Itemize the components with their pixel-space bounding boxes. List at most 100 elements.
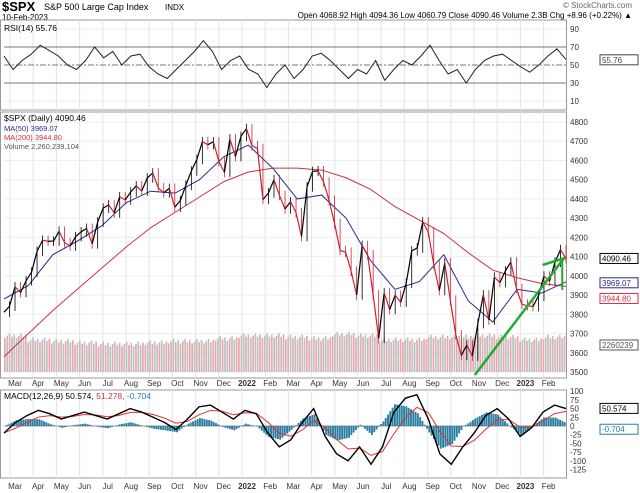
- volume-bar: [165, 341, 168, 372]
- ma200-legend: MA(200) 3944.80: [4, 133, 62, 142]
- macd-histogram-bar: [345, 426, 348, 439]
- price-segment: [91, 221, 99, 245]
- macd-histogram-bar: [458, 426, 461, 434]
- macd-histogram-bar: [350, 426, 353, 436]
- volume-bar: [221, 339, 224, 372]
- volume-bar: [315, 339, 318, 372]
- macd-histogram-bar: [260, 426, 263, 431]
- volume-bar: [479, 336, 482, 372]
- x-tick-label: Aug: [402, 379, 416, 388]
- volume-bar: [502, 338, 505, 372]
- volume-bar: [95, 341, 98, 372]
- brand-logo[interactable]: © StockCharts.com: [562, 1, 632, 10]
- volume-bar: [11, 336, 13, 372]
- macd-x-tick-label: Apr: [310, 482, 323, 491]
- volume-bar: [359, 333, 362, 372]
- macd-histogram-bar: [231, 426, 233, 430]
- macd-histogram-bar: [267, 426, 270, 437]
- price-segment: [64, 242, 71, 247]
- volume-bar: [270, 334, 273, 372]
- trendline: [473, 257, 566, 376]
- macd-histogram-bar: [295, 425, 298, 426]
- volume-bar: [259, 334, 261, 372]
- macd-histogram-bar: [357, 426, 360, 428]
- volume-bar: [107, 342, 109, 372]
- macd-histogram-bar: [242, 424, 245, 426]
- macd-histogram-bar: [61, 426, 64, 428]
- volume-bar: [207, 338, 210, 372]
- macd-histogram-bar: [522, 426, 525, 434]
- macd-x-tick-label: Apr: [32, 482, 45, 491]
- macd-histogram-bar: [150, 426, 153, 429]
- price-legend: $SPX (Daily) 4090.46: [4, 113, 86, 123]
- macd-histogram-bar: [338, 426, 341, 440]
- macd-histogram-bar: [478, 416, 481, 426]
- macd-histogram-bar: [304, 417, 307, 426]
- price-panel-frame: [0, 111, 567, 379]
- price-segment: [36, 239, 44, 252]
- price-segment: [455, 334, 462, 356]
- macd-x-tick-label: Oct: [450, 482, 463, 491]
- volume-bar: [512, 334, 514, 372]
- macd-x-tick-label: Mar: [287, 482, 301, 491]
- macd-histogram-bar: [375, 426, 378, 430]
- volume-bar: [348, 331, 350, 372]
- macd-histogram-bar: [49, 424, 52, 426]
- macd-histogram-bar: [224, 426, 227, 428]
- volume-bar: [530, 342, 533, 372]
- volume-bar: [376, 334, 379, 372]
- price-tick-label: 4300: [570, 214, 588, 223]
- macd-histogram-bar: [490, 413, 493, 426]
- price-segment: [174, 200, 181, 208]
- macd-x-tick-label: Jun: [78, 482, 91, 491]
- macd-histogram-bar: [42, 421, 45, 426]
- volume-bar: [289, 334, 292, 372]
- macd-histogram-bar: [65, 426, 68, 427]
- price-segment: [284, 201, 291, 210]
- price-segment: [449, 300, 457, 335]
- volume-bar: [74, 344, 76, 372]
- x-tick-label: May: [54, 379, 69, 388]
- volume-bar: [219, 336, 222, 372]
- volume-bar: [378, 342, 381, 372]
- macd-histogram-bar: [332, 426, 334, 439]
- macd-histogram-bar: [465, 424, 467, 426]
- price-segment: [460, 344, 468, 356]
- macd-histogram-bar: [545, 417, 548, 426]
- volume-bar: [203, 343, 205, 372]
- macd-histogram-bar: [196, 419, 199, 426]
- volume-bar: [273, 337, 275, 372]
- price-segment: [411, 247, 418, 252]
- volume-bar: [366, 337, 369, 372]
- close-value-tag: [599, 252, 639, 264]
- volume-bar: [118, 342, 121, 372]
- macd-histogram-bar: [359, 424, 362, 426]
- volume-bar: [294, 335, 297, 372]
- volume-bar: [100, 344, 102, 372]
- price-segment: [179, 185, 187, 201]
- volume-bar: [331, 336, 334, 372]
- rsi-tick-label: 70: [570, 43, 579, 52]
- x-tick-label: Apr: [310, 379, 323, 388]
- macd-histogram-bar: [217, 424, 220, 426]
- date: 10-Feb-2023: [2, 13, 48, 22]
- volume-bar: [537, 340, 540, 372]
- price-segment: [245, 128, 253, 146]
- price-segment: [113, 196, 121, 214]
- price-segment: [163, 187, 170, 194]
- volume-bar: [303, 338, 306, 372]
- volume-bar: [8, 333, 11, 372]
- volume-bar: [139, 345, 142, 372]
- macd-histogram-bar: [194, 420, 197, 426]
- volume-bar: [158, 342, 161, 372]
- macd-histogram-bar: [361, 426, 364, 427]
- volume-bar: [448, 339, 451, 372]
- macd-histogram-bar: [515, 426, 518, 432]
- macd-histogram-bar: [77, 424, 80, 426]
- macd-histogram-bar: [164, 426, 167, 431]
- price-tick-label: 3800: [570, 310, 588, 319]
- macd-histogram-bar: [297, 422, 300, 426]
- volume-bar: [556, 337, 559, 372]
- price-segment: [141, 177, 148, 192]
- volume-bar: [116, 345, 119, 372]
